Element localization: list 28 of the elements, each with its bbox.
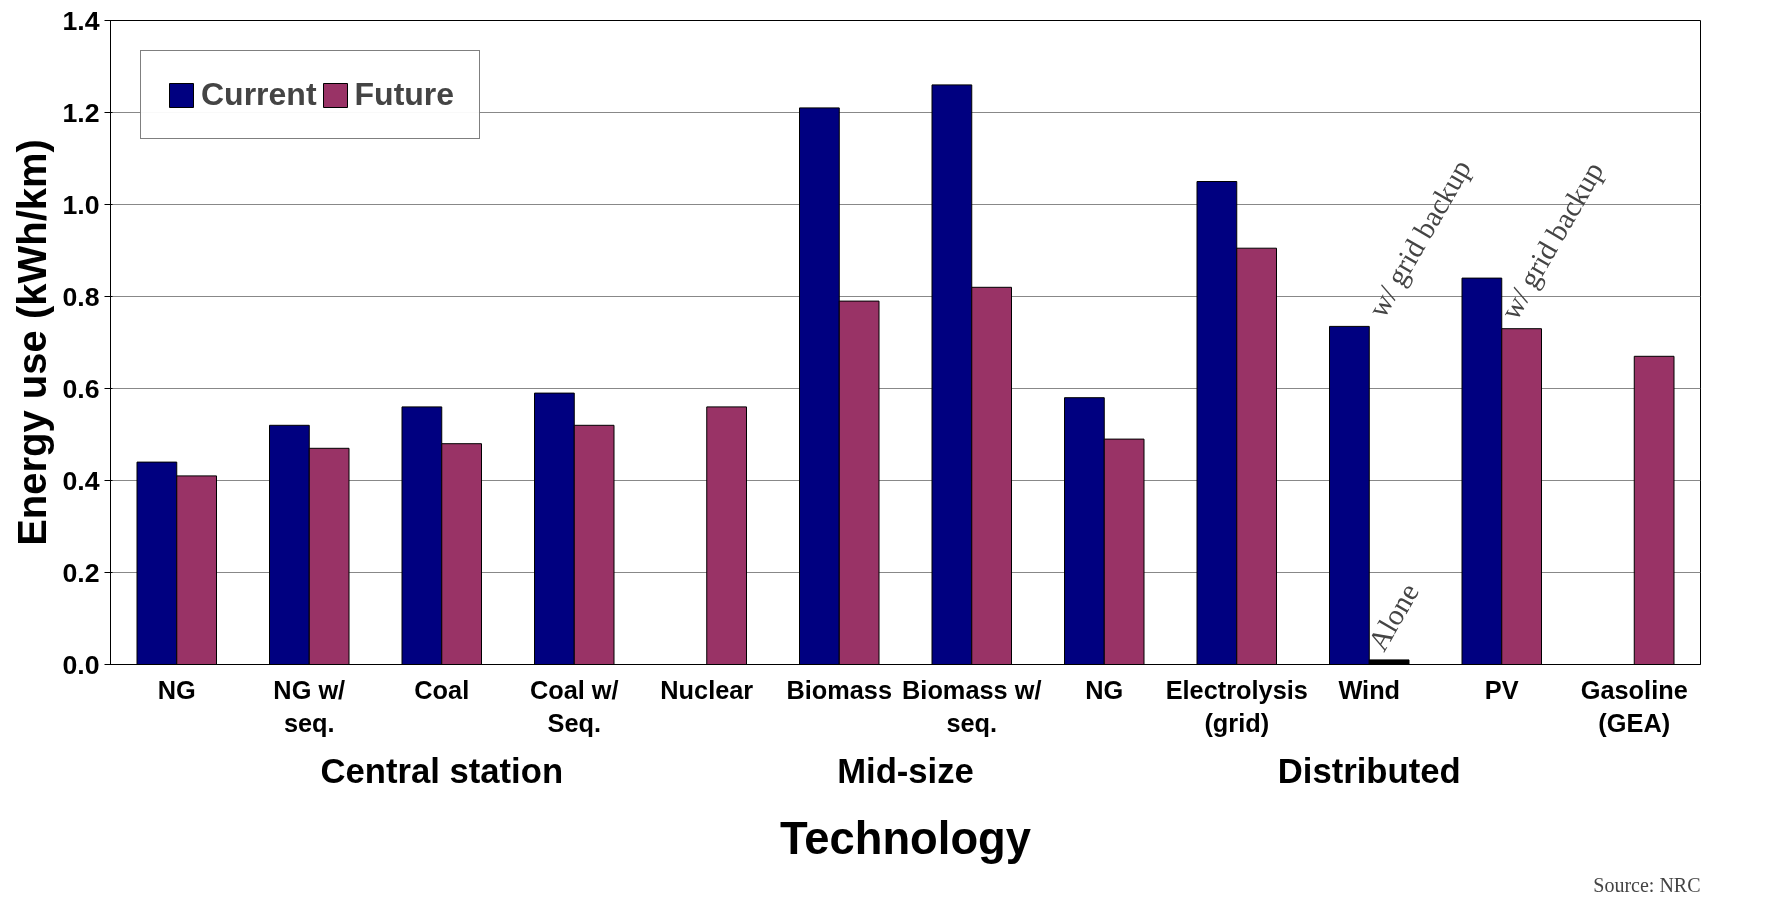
x-tick-label: Biomass: [786, 675, 893, 704]
x-tick-label: Electrolysis (grid): [1165, 675, 1308, 738]
legend-label: Current: [201, 76, 317, 113]
y-tick-label: 0.0: [62, 649, 100, 680]
y-tick-label: 0.2: [62, 557, 100, 588]
x-tick-label: Biomass w/ seq.: [902, 675, 1042, 738]
source-note: Source: NRC: [1593, 873, 1701, 896]
y-axis-title: Energy use (kWh/km): [10, 139, 55, 546]
x-tick-label: Coal: [414, 675, 470, 704]
x-tick-label: NG w/ seq.: [273, 675, 346, 738]
y-tick-label: 0.4: [62, 465, 100, 496]
x-tick-label: PV: [1484, 675, 1519, 704]
text: Mid-size: [837, 751, 974, 790]
x-tick-label: Wind: [1338, 675, 1401, 704]
x-tick-label: Nuclear: [660, 675, 754, 704]
x-axis-title: Technology: [780, 812, 1032, 864]
y-tick-label: 1.4: [62, 5, 100, 36]
legend-label: Future: [354, 76, 455, 113]
y-tick-label: 1.2: [62, 97, 100, 128]
y-tick-label: 0.6: [62, 373, 100, 404]
x-tick-label: Coal w/ Seq.: [529, 675, 619, 738]
x-tick-label: Gasoline (GEA): [1580, 675, 1688, 738]
text: Central station: [320, 751, 564, 790]
x-tick-label: NG: [1085, 675, 1124, 704]
y-tick-label: 0.8: [62, 281, 100, 312]
y-tick-label: 1.0: [62, 189, 100, 220]
text: Distributed: [1277, 751, 1461, 790]
x-tick-label: NG: [157, 675, 196, 704]
